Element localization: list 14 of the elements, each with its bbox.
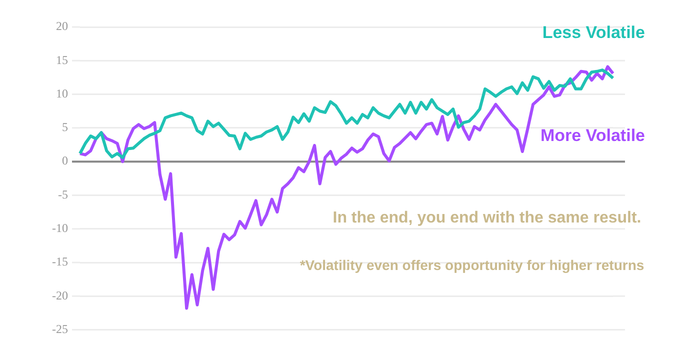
y-tick-label: 10 xyxy=(56,86,68,100)
annotation: *Volatility even offers opportunity for higher returns xyxy=(300,256,644,273)
y-tick-label: 0 xyxy=(62,154,68,168)
text: Less Volatile xyxy=(542,22,645,42)
y-tick-label: 15 xyxy=(56,52,68,67)
y-tick-label: -5 xyxy=(58,187,68,202)
y-tick-label: -20 xyxy=(52,288,68,302)
y-tick-label: 20 xyxy=(56,19,68,34)
y-tick-label: 5 xyxy=(62,120,68,134)
annotation: In the end, you end with the same result. xyxy=(332,209,642,226)
y-tick-label: -15 xyxy=(52,254,68,269)
y-tick-label: -10 xyxy=(52,221,68,236)
y-tick-label: -25 xyxy=(52,322,68,336)
series-label: More Volatile xyxy=(540,126,645,146)
